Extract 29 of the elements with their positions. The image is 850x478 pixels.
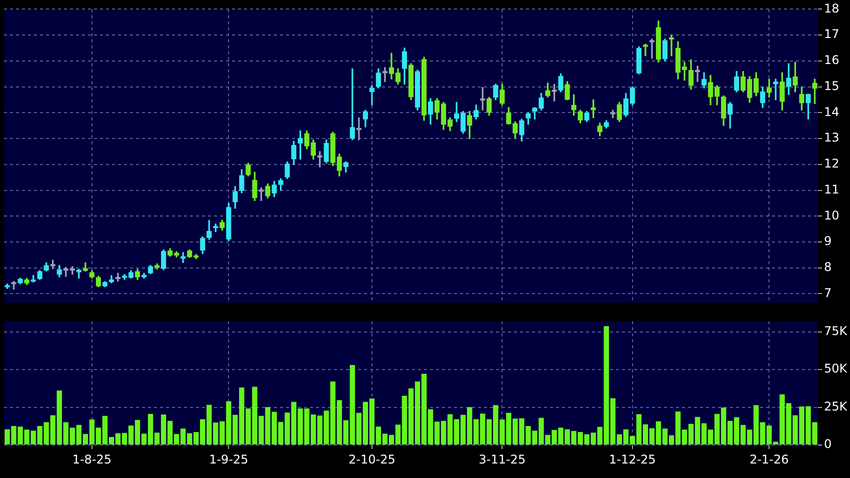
x-tick-label: 1-9-25 (209, 452, 248, 466)
candlestick (649, 38, 654, 59)
candlestick (115, 272, 120, 282)
y-tick-label: 15 (824, 78, 840, 93)
y-tick-label: 13 (824, 130, 840, 145)
x-tick-label: 2-1-26 (750, 452, 789, 466)
x-tick-label: 1-12-25 (608, 452, 656, 466)
y-tick-label: 75K (824, 324, 848, 338)
candlestick (382, 67, 388, 82)
y-tick-label: 18 (824, 1, 840, 16)
x-tick-label: 2-10-25 (348, 452, 396, 466)
y-tick-label: 11 (824, 182, 840, 196)
y-tick-label: 0 (824, 437, 832, 452)
y-tick-label: 14 (824, 104, 840, 119)
candlestick (668, 34, 674, 56)
y-tick-label: 8 (824, 260, 832, 274)
y-tick-label: 17 (824, 27, 840, 42)
y-tick-label: 50K (824, 362, 848, 376)
y-tick-label: 10 (824, 208, 840, 222)
y-tick-label: 9 (824, 234, 832, 248)
x-tick-label: 3-11-25 (478, 452, 526, 466)
candlestick (642, 44, 648, 56)
candlestick (369, 85, 374, 106)
x-tick-label: 1-8-25 (72, 452, 112, 466)
y-tick-label: 25K (824, 399, 848, 414)
y-tick-label: 12 (824, 156, 840, 171)
y-tick-label: 7 (824, 286, 832, 300)
y-tick-label: 16 (824, 53, 840, 68)
candlestick (694, 66, 700, 82)
